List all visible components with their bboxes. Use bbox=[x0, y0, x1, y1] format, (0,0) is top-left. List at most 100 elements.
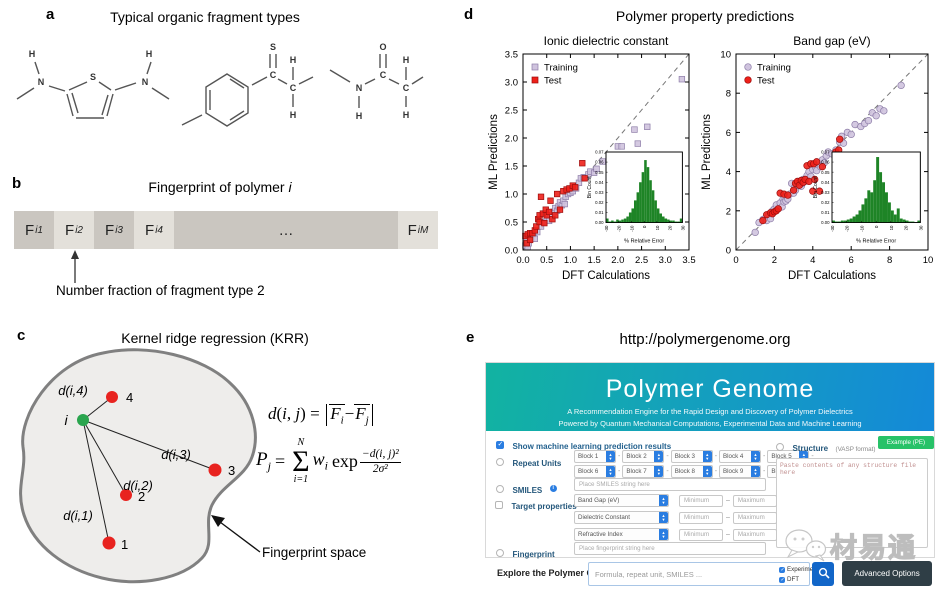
distance-equation: d(i, j) = Fi−Fj bbox=[268, 404, 375, 427]
svg-text:0.03: 0.03 bbox=[595, 190, 604, 195]
dropdown-select[interactable]: Band Gap (eV) ▲ ▼ bbox=[574, 494, 669, 507]
dropdown-select[interactable]: Block 2 ▲ ▼ bbox=[622, 450, 665, 463]
stepper-icon[interactable]: ▲▼ bbox=[654, 451, 664, 462]
dropdown-select[interactable]: Block 9 ▲ ▼ bbox=[719, 465, 762, 478]
search-button[interactable] bbox=[812, 562, 834, 586]
stepper-icon[interactable]: ▲▼ bbox=[654, 466, 664, 477]
dropdown-select[interactable]: Dielectric Constant ▲ ▼ bbox=[574, 511, 669, 524]
svg-text:0.03: 0.03 bbox=[821, 190, 830, 195]
dropdown-label: Refractive Index bbox=[578, 531, 623, 538]
svg-text:0.0: 0.0 bbox=[516, 255, 529, 266]
svg-text:10: 10 bbox=[720, 50, 731, 61]
structure-textarea[interactable] bbox=[776, 458, 928, 548]
data-point-4 bbox=[106, 391, 118, 403]
maximum-input[interactable] bbox=[732, 528, 777, 541]
dropdown-select[interactable]: Block 8 ▲ ▼ bbox=[670, 465, 713, 478]
dropdown-label: Block 1 bbox=[578, 453, 599, 460]
stepper-icon[interactable]: ▲▼ bbox=[751, 466, 761, 477]
property-row: Band Gap (eV) ▲▼ – bbox=[574, 494, 777, 507]
stepper-icon[interactable]: ▲▼ bbox=[659, 529, 668, 540]
stepper-icon[interactable]: ▲▼ bbox=[659, 512, 668, 523]
stepper-icon[interactable]: ▲▼ bbox=[702, 466, 712, 477]
block-separator: - bbox=[714, 468, 718, 475]
svg-text:0.04: 0.04 bbox=[821, 180, 830, 185]
dropdown-label: Block 9 bbox=[723, 468, 744, 475]
target-properties-checkbox[interactable] bbox=[495, 500, 503, 509]
svg-text:Test: Test bbox=[544, 76, 562, 87]
svg-text:4: 4 bbox=[726, 167, 731, 178]
atom-label: S bbox=[270, 42, 276, 52]
svg-text:0: 0 bbox=[733, 255, 738, 266]
target-properties-label: Target properties bbox=[511, 502, 577, 511]
dft-check-row: DFT bbox=[779, 576, 799, 583]
info-icon[interactable]: i bbox=[549, 485, 557, 493]
range-separator: – bbox=[726, 514, 730, 521]
svg-text:Bin Count: Bin Count bbox=[813, 176, 819, 199]
svg-text:8: 8 bbox=[887, 255, 892, 266]
stepper-icon[interactable]: ▲▼ bbox=[751, 451, 761, 462]
dropdown-select[interactable]: Block 3 ▲ ▼ bbox=[670, 450, 713, 463]
smiles-input[interactable] bbox=[574, 478, 766, 491]
molecule-thioketone: S C H C H bbox=[181, 42, 314, 127]
atom-label: H bbox=[29, 49, 36, 59]
fingerprint-space-caption: Fingerprint space bbox=[262, 545, 367, 560]
dropdown-select[interactable]: Refractive Index ▲ ▼ bbox=[574, 528, 669, 541]
panel-b-title: Fingerprint of polymer i bbox=[148, 179, 292, 195]
point-label: 1 bbox=[121, 537, 128, 552]
advanced-options-button[interactable]: Advanced Options bbox=[842, 561, 932, 586]
fingerprint-input[interactable] bbox=[574, 542, 766, 555]
dropdown-label: Block 6 bbox=[578, 468, 599, 475]
experimental-label: Experimental bbox=[787, 566, 824, 573]
svg-text:8: 8 bbox=[726, 89, 731, 100]
smiles-radio[interactable] bbox=[496, 484, 504, 493]
structure-radio[interactable] bbox=[776, 442, 784, 451]
point-i-label: i bbox=[64, 412, 68, 428]
experimental-checkbox[interactable] bbox=[779, 566, 785, 573]
dropdown-select[interactable]: Block 7 ▲ ▼ bbox=[622, 465, 665, 478]
stepper-icon[interactable]: ▲▼ bbox=[659, 495, 668, 506]
dropdown-select[interactable]: Block 1 ▲ ▼ bbox=[574, 450, 616, 463]
maximum-input[interactable] bbox=[732, 511, 777, 524]
range-separator: – bbox=[726, 531, 730, 538]
distance-label: d(i,4) bbox=[58, 383, 88, 398]
explore-search-box[interactable]: Formula, repeat unit, SMILES ... Experim… bbox=[588, 562, 823, 586]
dropdown-label: Block 4 bbox=[723, 453, 744, 460]
stepper-icon[interactable]: ▲▼ bbox=[606, 451, 615, 462]
arrowhead bbox=[211, 515, 225, 527]
svg-text:-20: -20 bbox=[617, 225, 622, 232]
dropdown-select[interactable]: Block 4 ▲ ▼ bbox=[719, 450, 762, 463]
example-pe-button[interactable]: Example (PE) bbox=[878, 436, 934, 449]
svg-text:% Relative Error: % Relative Error bbox=[856, 239, 896, 245]
fingerprint-caption: Number fraction of fragment type 2 bbox=[56, 283, 265, 298]
dropdown-label: Dielectric Constant bbox=[578, 514, 630, 521]
dft-checkbox[interactable] bbox=[779, 576, 785, 583]
block-selects-row-1: Block 1 ▲ ▼ - Block 2 ▲ ▼ - Block 3 ▲ ▼ - Block 4 ▲ ▼ -… bbox=[574, 450, 816, 463]
maximum-input[interactable] bbox=[732, 494, 777, 507]
show-results-checkbox[interactable] bbox=[496, 440, 504, 449]
atom-label: H bbox=[146, 49, 153, 59]
site-subtitle-2: Powered by Quantum Mechanical Computatio… bbox=[558, 419, 862, 428]
site-title: Polymer Genome bbox=[605, 375, 815, 403]
panel-a-title: Typical organic fragment types bbox=[110, 9, 300, 25]
minimum-input[interactable] bbox=[679, 528, 723, 541]
dropdown-select[interactable]: Block 6 ▲ ▼ bbox=[574, 465, 616, 478]
svg-text:10: 10 bbox=[889, 225, 894, 230]
stepper-icon[interactable]: ▲▼ bbox=[606, 466, 615, 477]
svg-text:DFT Calculations: DFT Calculations bbox=[788, 270, 876, 282]
fingerprint-arrow bbox=[71, 250, 79, 283]
minimum-input[interactable] bbox=[679, 494, 723, 507]
svg-text:0.00: 0.00 bbox=[821, 220, 830, 225]
fingerprint-radio[interactable] bbox=[496, 548, 504, 557]
svg-text:ML Predictions: ML Predictions bbox=[701, 114, 713, 190]
panel-c-label: c bbox=[17, 327, 26, 344]
svg-text:1.5: 1.5 bbox=[588, 255, 601, 266]
stepper-icon[interactable]: ▲▼ bbox=[702, 451, 712, 462]
dropdown-label: Band Gap (eV) bbox=[578, 497, 620, 504]
fingerprint-label: Fingerprint bbox=[512, 550, 555, 559]
svg-text:0.0: 0.0 bbox=[505, 246, 518, 257]
repeat-units-radio[interactable] bbox=[496, 457, 504, 466]
minimum-input[interactable] bbox=[679, 511, 723, 524]
property-row: Refractive Index ▲▼ – bbox=[574, 528, 777, 541]
